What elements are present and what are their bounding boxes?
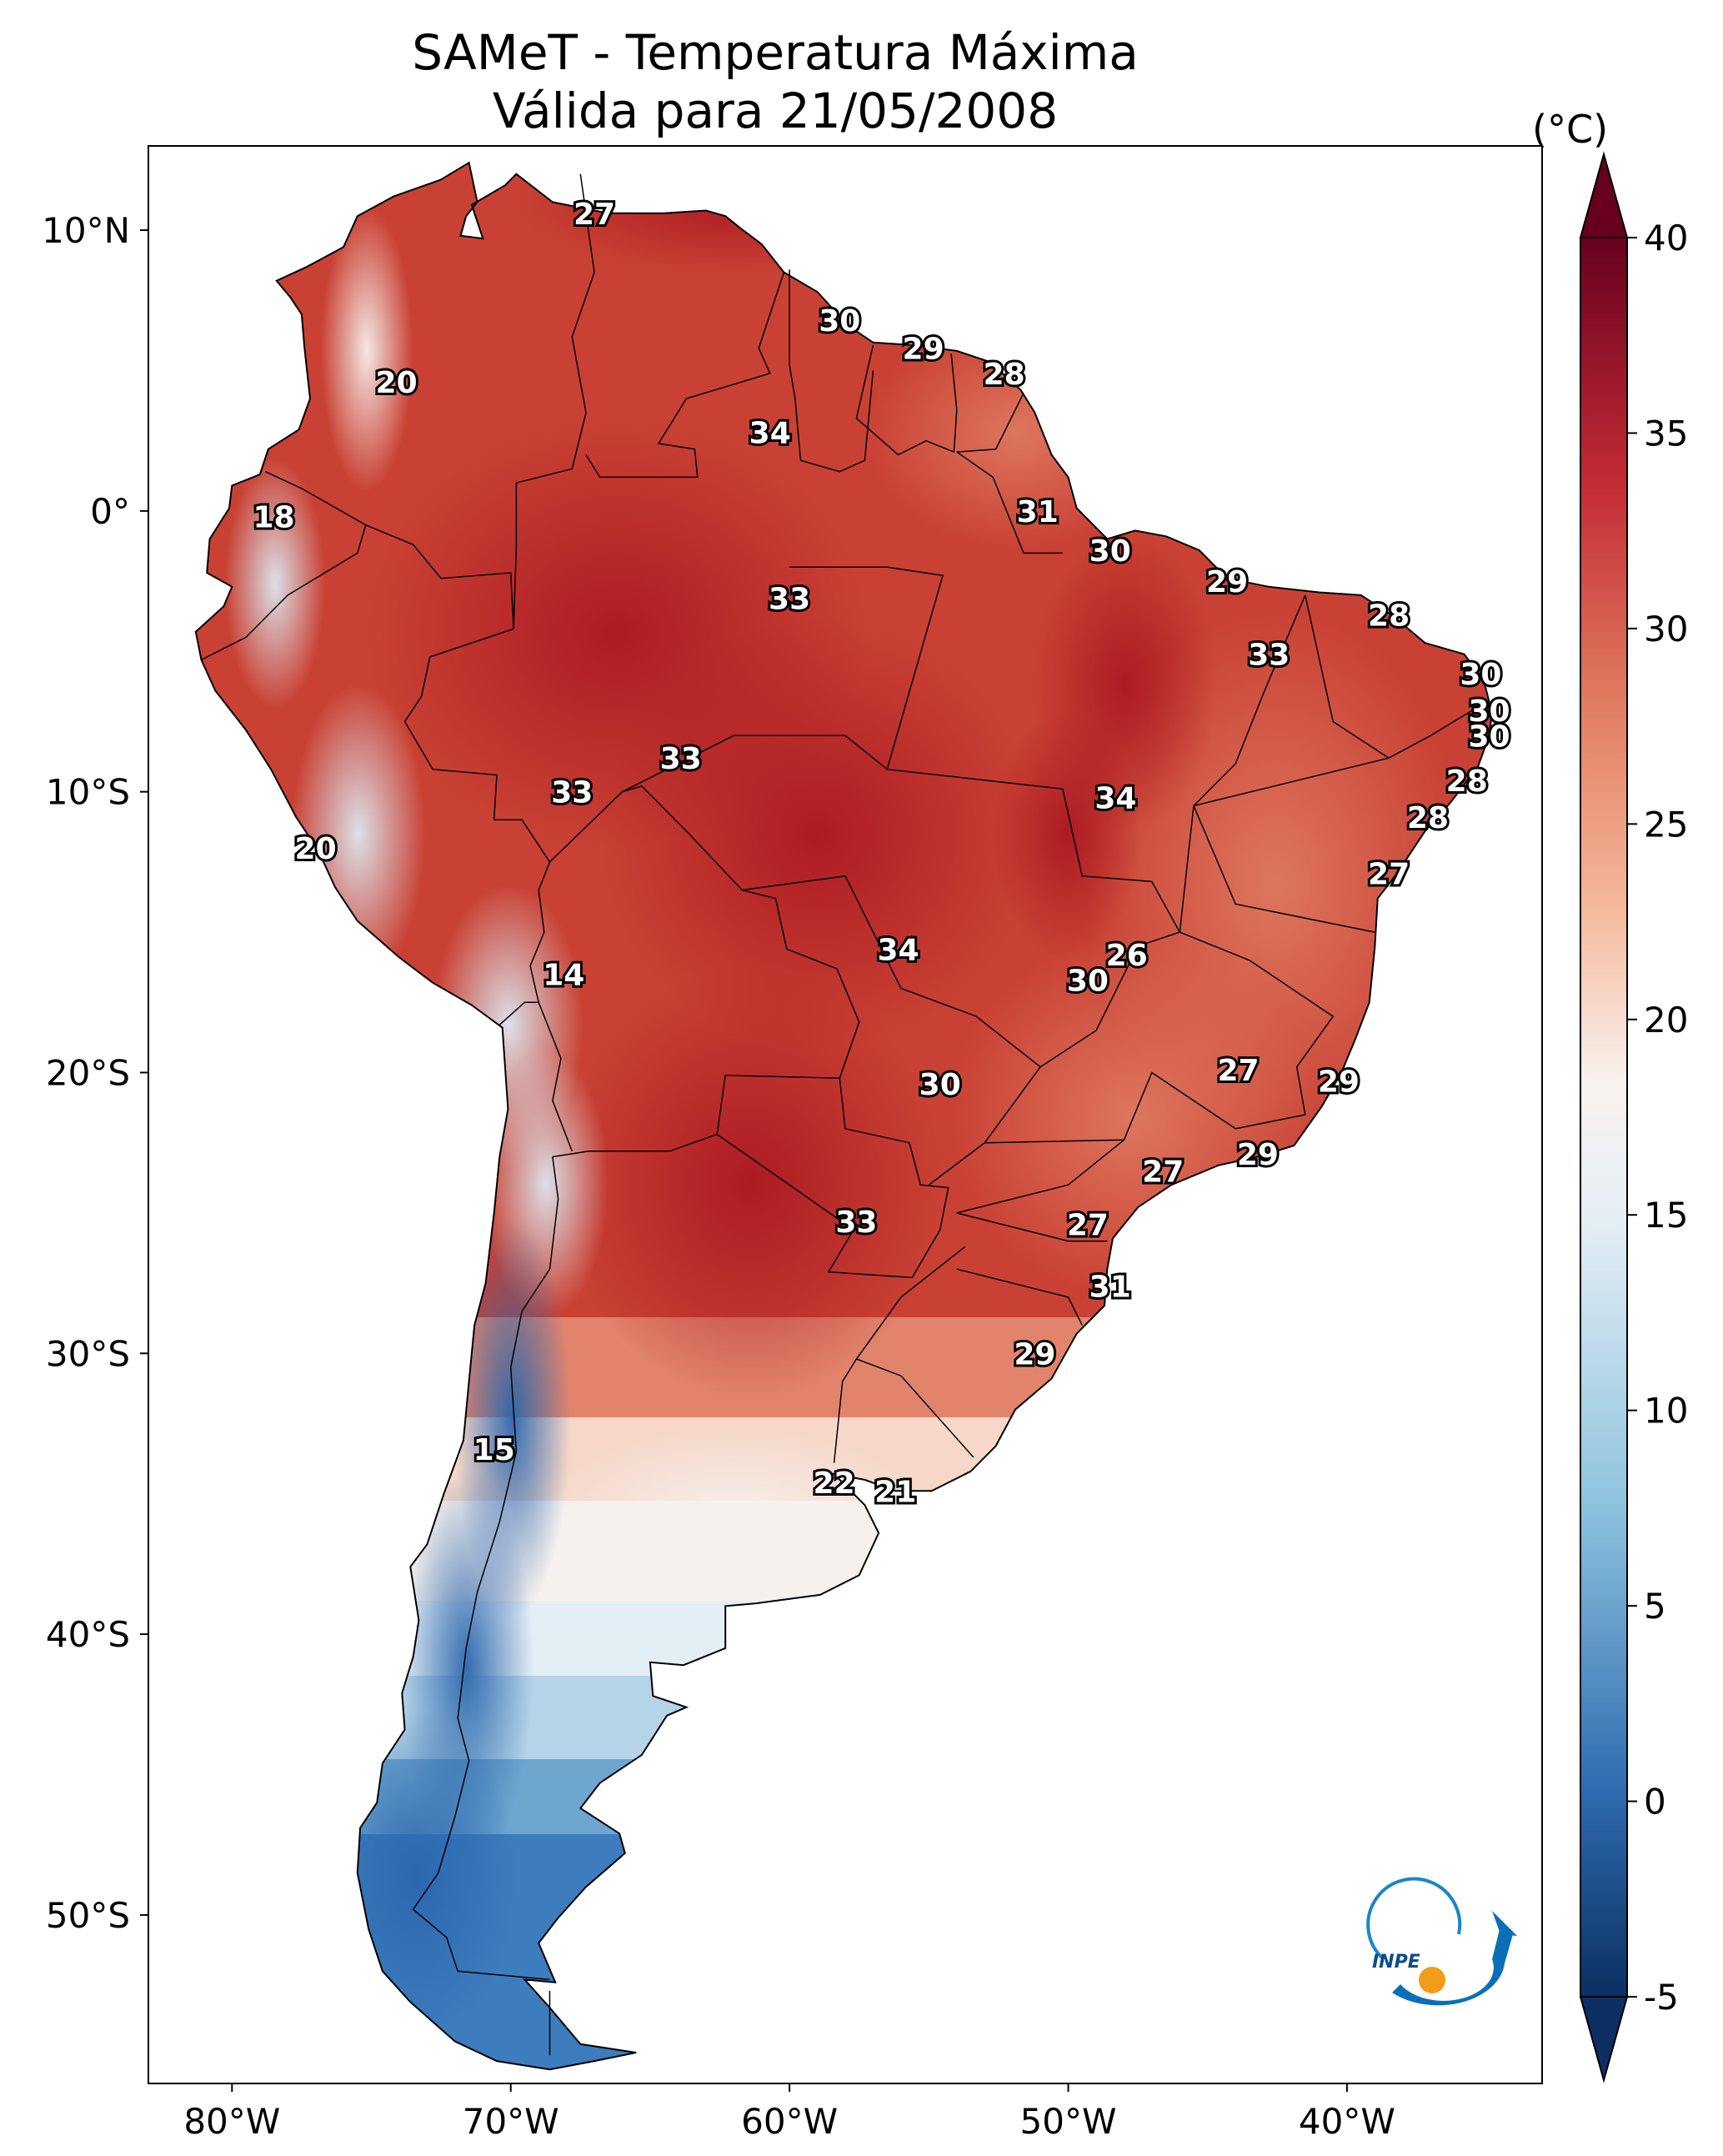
- lon-tick-label: 70°W: [463, 2101, 559, 2142]
- border-line: [833, 1358, 858, 1463]
- station-label: 27: [1217, 1054, 1259, 1088]
- border-line: [984, 1071, 1305, 1144]
- border-line: [538, 1002, 573, 1152]
- station-label: 18: [253, 501, 294, 535]
- lon-tick-label: 80°W: [183, 2101, 280, 2142]
- title-line-1: SAMeT - Temperatura Máxima: [412, 24, 1139, 81]
- coastline: [194, 161, 1493, 2071]
- station-label: 30: [1468, 694, 1510, 729]
- border-line: [403, 628, 551, 1025]
- station-label: 27: [1368, 857, 1410, 891]
- station-label: 29: [903, 333, 944, 367]
- colorbar-tick-label: 20: [1644, 1000, 1688, 1040]
- border-line: [1192, 701, 1487, 933]
- station-label: 33: [551, 776, 593, 810]
- colorbar-tick-label: 15: [1644, 1195, 1688, 1236]
- station-label: 28: [1368, 599, 1410, 634]
- station-label: 33: [660, 742, 702, 776]
- station-label: 22: [814, 1467, 855, 1501]
- colorbar-tick-label: 5: [1644, 1586, 1666, 1627]
- lat-tick-label: 10°N: [42, 210, 130, 251]
- colorbar: 40 35 30 25 20 15 10 5 0 -5: [1579, 151, 1688, 2083]
- chart-title: SAMeT - Temperatura Máxima Válida para 2…: [150, 23, 1400, 140]
- station-label: 27: [1142, 1155, 1184, 1189]
- border-line: [956, 451, 1063, 554]
- station-label: 29: [1206, 565, 1248, 599]
- station-label: 15: [473, 1433, 515, 1467]
- lat-tick-label: 10°S: [46, 772, 130, 813]
- colorbar-tick-label: 25: [1644, 804, 1688, 845]
- station-label: 34: [749, 417, 791, 451]
- border-line: [956, 1212, 1108, 1242]
- lat-tick-label: 40°S: [46, 1614, 130, 1655]
- border-line: [1180, 931, 1335, 1116]
- border-line: [1039, 594, 1306, 1068]
- colorbar-tick-label: -5: [1644, 1977, 1679, 2018]
- svg-text:INPE: INPE: [1372, 1952, 1420, 1973]
- lat-tick-label: 50°S: [46, 1895, 130, 1936]
- station-label: 14: [543, 959, 584, 993]
- border-line: [789, 269, 874, 473]
- station-label: 31: [1089, 1271, 1131, 1305]
- borders: [201, 173, 1487, 2056]
- border-line: [513, 173, 595, 629]
- station-label: 29: [1318, 1065, 1360, 1100]
- station-label: 28: [1407, 801, 1449, 835]
- station-label: 28: [1446, 765, 1488, 799]
- station-label: 34: [1094, 781, 1136, 815]
- border-line: [622, 735, 888, 793]
- colorbar-tick-label: 40: [1644, 218, 1688, 258]
- station-label: 29: [1014, 1337, 1055, 1371]
- colorbar-tick-label: 0: [1644, 1782, 1666, 1823]
- station-label: 29: [1237, 1138, 1279, 1172]
- colorbar-tick-label: 35: [1644, 413, 1688, 454]
- station-label: 34: [877, 933, 919, 967]
- latitude-ticks: 10°N 0° 10°S 20°S 30°S 40°S 50°S: [42, 210, 148, 1936]
- station-label: 21: [874, 1475, 916, 1509]
- station-label: 33: [1248, 639, 1290, 673]
- lon-tick-label: 60°W: [741, 2101, 838, 2142]
- station-label: 30: [919, 1068, 961, 1102]
- lat-tick-label: 20°S: [46, 1052, 130, 1093]
- station-label: 33: [769, 582, 810, 616]
- border-line: [855, 344, 958, 456]
- station-label: 27: [573, 198, 615, 232]
- border-line: [1305, 594, 1390, 759]
- colorbar-tick-label: 10: [1644, 1391, 1688, 1431]
- colorbar-tick-label: 30: [1644, 609, 1688, 649]
- station-label: 20: [376, 366, 418, 400]
- station-label: 27: [1067, 1208, 1109, 1242]
- longitude-ticks: 80°W 70°W 60°W 50°W 40°W: [183, 2083, 1395, 2142]
- station-label: 28: [984, 358, 1025, 392]
- border-line: [548, 785, 860, 1158]
- border-line: [789, 566, 1180, 933]
- border-line: [716, 1078, 949, 1279]
- station-label: 30: [1089, 534, 1131, 569]
- border-line: [956, 1139, 1124, 1214]
- border-line: [412, 1156, 559, 1981]
- colorbar-unit: (°C): [1532, 107, 1609, 152]
- station-label: 30: [1460, 658, 1501, 692]
- title-line-2: Válida para 21/05/2008: [492, 83, 1059, 139]
- lat-tick-label: 30°S: [46, 1333, 130, 1374]
- border-line: [956, 1268, 1083, 1326]
- inpe-logo: INPE: [1366, 1877, 1517, 2006]
- border-line: [956, 393, 1024, 453]
- lon-tick-label: 50°W: [1020, 2101, 1117, 2142]
- border-line: [201, 471, 367, 661]
- station-label: 26: [1106, 939, 1148, 973]
- station-label: 30: [1067, 964, 1109, 998]
- station-label: 20: [295, 832, 337, 866]
- lon-tick-label: 40°W: [1299, 2101, 1395, 2142]
- station-label: 31: [1017, 495, 1059, 529]
- border-line: [585, 272, 785, 479]
- station-label: 30: [819, 304, 860, 338]
- lat-tick-label: 0°: [90, 491, 130, 532]
- station-label: 30: [1468, 720, 1510, 754]
- station-label: 33: [835, 1206, 877, 1240]
- border-line: [365, 524, 514, 629]
